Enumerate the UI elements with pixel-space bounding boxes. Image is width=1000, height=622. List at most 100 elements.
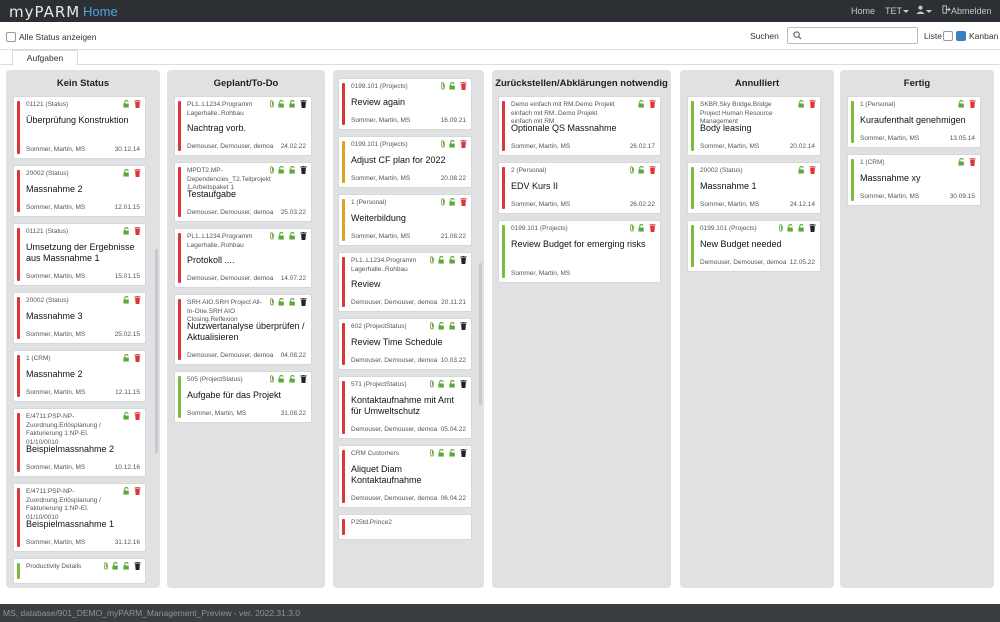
card-title[interactable]: Review Budget for emerging risks [511, 238, 646, 249]
trash-icon[interactable] [134, 412, 141, 420]
column-scrollbar[interactable] [479, 263, 482, 405]
card-title[interactable]: EDV Kurs II [511, 180, 559, 191]
liste-toggle[interactable] [943, 31, 953, 41]
task-card[interactable]: SRH AIO.SRH Project All-In-One.SRH AIO C… [174, 294, 312, 365]
task-card[interactable]: SKBR.Sky Bridge.Bridge Project Human Res… [687, 96, 821, 156]
card-title[interactable]: Nachtrag vorb. [187, 123, 247, 133]
card-title[interactable]: Kuraufenthalt genehmigen [860, 114, 966, 125]
paperclip-icon[interactable] [269, 298, 275, 306]
trash-icon[interactable] [460, 256, 467, 264]
unlock-icon[interactable] [438, 256, 446, 264]
trash-icon[interactable] [460, 322, 467, 330]
trash-icon[interactable] [649, 100, 656, 108]
paperclip-icon[interactable] [429, 380, 435, 388]
trash-icon[interactable] [134, 487, 141, 495]
trash-icon[interactable] [969, 100, 976, 108]
unlock-icon[interactable] [787, 224, 795, 232]
task-card[interactable]: 0199.101 (Projects) Adjust CF plan for 20… [338, 136, 472, 188]
paperclip-icon[interactable] [778, 224, 784, 232]
paperclip-icon[interactable] [269, 100, 275, 108]
trash-icon[interactable] [460, 198, 467, 206]
unlock-icon[interactable] [449, 82, 457, 90]
task-card[interactable]: 2 (Personal) EDV Kurs II Sommer, Martin, M… [498, 162, 661, 214]
task-card[interactable]: PL1..L1234.Programm Lagerhalle..Rohbau Re… [338, 252, 472, 312]
trash-icon[interactable] [300, 232, 307, 240]
unlock-icon[interactable] [289, 166, 297, 174]
card-title[interactable]: Testaufgabe [187, 189, 237, 199]
trash-icon[interactable] [134, 296, 141, 304]
trash-icon[interactable] [134, 169, 141, 177]
paperclip-icon[interactable] [103, 562, 109, 570]
paperclip-icon[interactable] [440, 198, 446, 206]
unlock-icon[interactable] [449, 140, 457, 148]
trash-icon[interactable] [460, 82, 467, 90]
unlock-icon[interactable] [278, 166, 286, 174]
card-title[interactable]: Überprüfung Konstruktion [26, 114, 129, 125]
card-title[interactable]: Umsetzung der Ergebnisse aus Massnahme 1 [26, 241, 135, 263]
card-title[interactable]: Beispielmassnahme 1 [26, 518, 115, 529]
trash-icon[interactable] [969, 158, 976, 166]
card-title[interactable]: Review Time Schedule [351, 336, 443, 347]
task-card[interactable]: PL1..L1234.Programm Lagerhalle..Rohbau Na… [174, 96, 312, 156]
task-card[interactable]: PL1..L1234.Programm Lagerhalle..Rohbau Pr… [174, 228, 312, 288]
unlock-icon[interactable] [289, 375, 297, 383]
trash-icon[interactable] [300, 166, 307, 174]
trash-icon[interactable] [809, 166, 816, 174]
task-card[interactable]: Demo einfach mit RM.Demo Projekt einfach… [498, 96, 661, 156]
card-title[interactable]: Nutzwertanalyse überprüfen / Aktualisier… [187, 321, 305, 342]
card-title[interactable]: Massnahme 2 [26, 183, 83, 194]
unlock-icon[interactable] [449, 256, 457, 264]
task-card[interactable]: 1 (CRM) Massnahme xy Sommer, Martin, MS 30.… [847, 154, 981, 206]
trash-icon[interactable] [134, 354, 141, 362]
unlock-icon[interactable] [278, 298, 286, 306]
unlock-icon[interactable] [278, 375, 286, 383]
task-card[interactable]: 1 (CRM) Massnahme 2 Sommer, Martin, MS 12.1… [13, 350, 146, 402]
column-scrollbar[interactable] [155, 249, 158, 453]
unlock-icon[interactable] [112, 562, 120, 570]
brand-home-link[interactable]: Home [83, 4, 118, 19]
trash-icon[interactable] [460, 380, 467, 388]
card-title[interactable]: Protokoll .... [187, 255, 235, 265]
paperclip-icon[interactable] [629, 224, 635, 232]
unlock-icon[interactable] [449, 322, 457, 330]
task-card[interactable]: E/4711:PSP-NP-Zuordnung.Erlösplanung / F… [13, 408, 146, 477]
search-input[interactable] [787, 27, 918, 44]
card-title[interactable]: Beispielmassnahme 2 [26, 443, 115, 454]
paperclip-icon[interactable] [429, 322, 435, 330]
unlock-icon[interactable] [123, 487, 131, 495]
card-title[interactable]: Optionale QS Massnahme [511, 123, 617, 133]
trash-icon[interactable] [300, 375, 307, 383]
unlock-icon[interactable] [289, 232, 297, 240]
nav-home-link[interactable]: Home [851, 6, 876, 16]
unlock-icon[interactable] [449, 380, 457, 388]
unlock-icon[interactable] [289, 100, 297, 108]
tab-aufgaben[interactable]: Aufgaben [12, 50, 78, 66]
trash-icon[interactable] [460, 140, 467, 148]
unlock-icon[interactable] [638, 166, 646, 174]
unlock-icon[interactable] [123, 562, 131, 570]
unlock-icon[interactable] [278, 232, 286, 240]
unlock-icon[interactable] [438, 322, 446, 330]
card-title[interactable]: Aufgabe für das Projekt [187, 389, 282, 400]
task-card[interactable]: 20002 (Status) Massnahme 3 Sommer, Martin,… [13, 292, 146, 344]
unlock-icon[interactable] [798, 100, 806, 108]
trash-icon[interactable] [809, 224, 816, 232]
trash-icon[interactable] [134, 227, 141, 235]
card-title[interactable]: Adjust CF plan for 2022 [351, 154, 446, 165]
unlock-icon[interactable] [958, 100, 966, 108]
unlock-icon[interactable] [438, 449, 446, 457]
unlock-icon[interactable] [958, 158, 966, 166]
brand-logo[interactable]: myPARM [9, 3, 81, 21]
unlock-icon[interactable] [798, 224, 806, 232]
task-card[interactable]: 571 (ProjectStatus) Kontaktaufnahme mit A… [338, 376, 472, 439]
task-card[interactable]: 1 (Personal) Weiterbildung Sommer, Martin,… [338, 194, 472, 246]
card-title[interactable]: Massnahme 1 [700, 180, 757, 191]
paperclip-icon[interactable] [440, 82, 446, 90]
card-title[interactable]: Review again [351, 96, 406, 107]
unlock-icon[interactable] [123, 412, 131, 420]
unlock-icon[interactable] [123, 296, 131, 304]
trash-icon[interactable] [300, 100, 307, 108]
logout-link[interactable]: Abmelden [942, 5, 992, 16]
paperclip-icon[interactable] [269, 166, 275, 174]
unlock-icon[interactable] [798, 166, 806, 174]
